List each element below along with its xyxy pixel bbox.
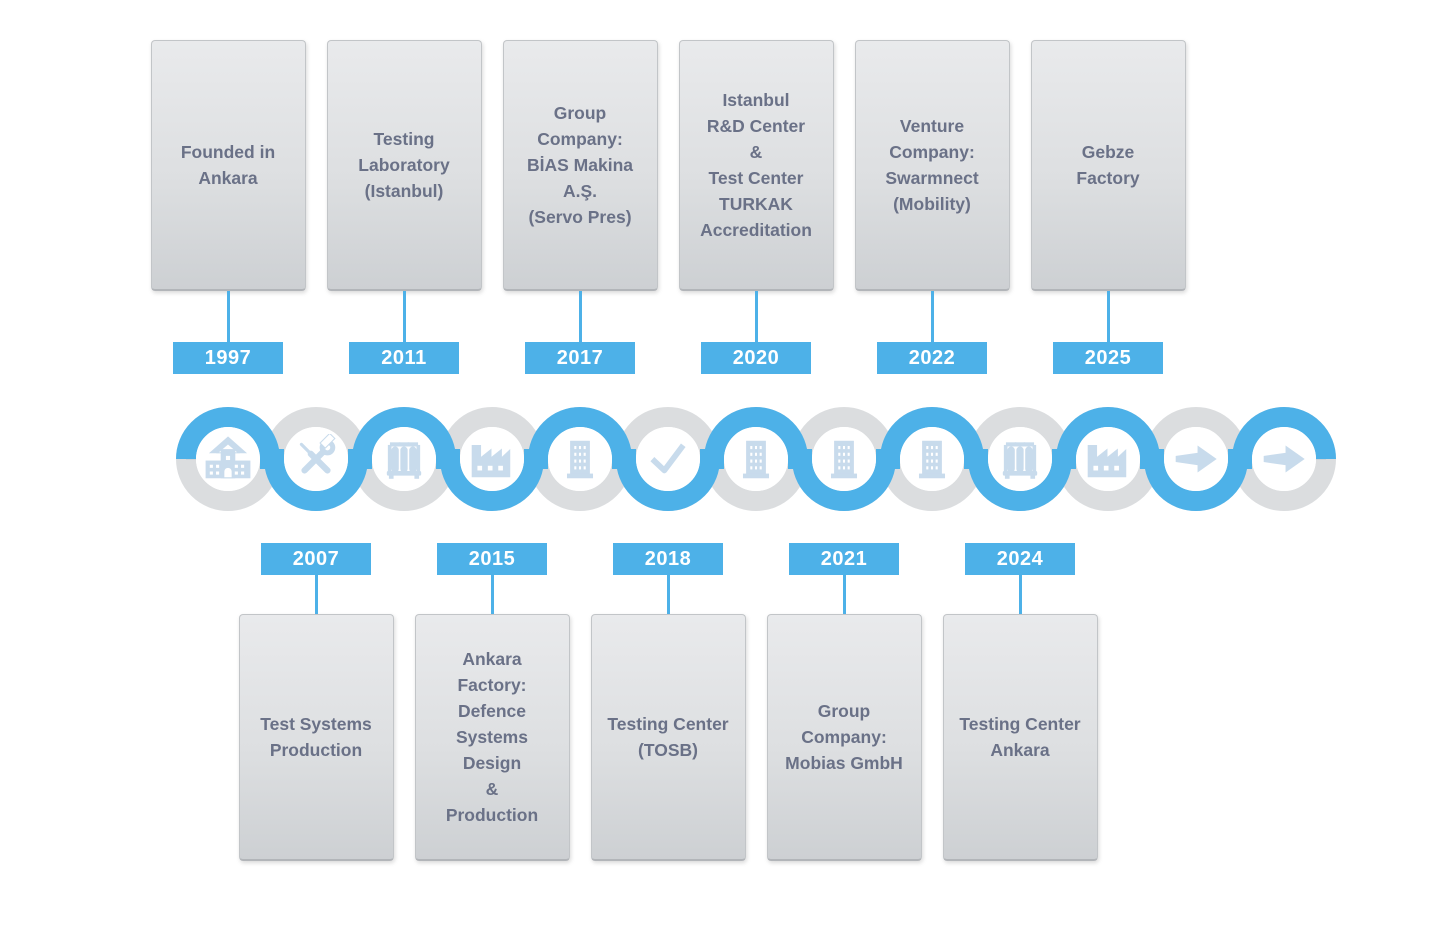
year-label: 2018 [644, 547, 692, 570]
milestone-label: Istanbul R&D Center & Test Center TURKAK… [700, 90, 812, 240]
milestone-label: Ankara Factory: Defence Systems Design &… [445, 649, 539, 825]
building-icon [742, 440, 770, 479]
year-badge-2015: 2015 [437, 543, 547, 575]
connector-2021 [842, 575, 846, 614]
milestone-label: Testing Laboratory (Istanbul) [358, 129, 450, 201]
milestone-card-2015: Ankara Factory: Defence Systems Design &… [414, 614, 570, 861]
milestone-card-2024: Testing Center Ankara [942, 614, 1098, 861]
year-badge-2017: 2017 [525, 342, 635, 374]
connector-2015 [490, 575, 494, 614]
year-label: 2021 [820, 547, 868, 570]
year-label: 2011 [381, 346, 427, 369]
year-badge-2020: 2020 [701, 342, 811, 374]
connector-2011 [402, 291, 406, 342]
milestone-card-2017: Group Company: BİAS Makina A.Ş. (Servo P… [502, 40, 658, 291]
building-icon [566, 440, 594, 479]
year-badge-2024: 2024 [965, 543, 1075, 575]
year-label: 1997 [204, 346, 252, 369]
year-label: 2020 [732, 346, 780, 369]
connector-2018 [666, 575, 670, 614]
year-badge-2011: 2011 [349, 342, 459, 374]
milestone-label: Test Systems Production [260, 714, 372, 760]
milestone-label: Group Company: Mobias GmbH [785, 701, 903, 773]
year-label: 2015 [468, 547, 516, 570]
timeline-wave-path [176, 407, 1336, 511]
test-tubes-icon [1002, 442, 1038, 479]
building-icon [830, 440, 858, 479]
year-badge-2025: 2025 [1053, 342, 1163, 374]
connector-1997 [226, 291, 230, 342]
year-badge-1997: 1997 [173, 342, 283, 374]
timeline-node [636, 427, 700, 491]
connector-2022 [930, 291, 934, 342]
milestone-label: Venture Company: Swarmnect (Mobility) [885, 116, 979, 214]
milestone-card-2020: Istanbul R&D Center & Test Center TURKAK… [678, 40, 834, 291]
connector-2017 [578, 291, 582, 342]
connector-2007 [314, 575, 318, 614]
year-label: 2007 [292, 547, 340, 570]
year-label: 2025 [1084, 346, 1132, 369]
connector-2020 [754, 291, 758, 342]
milestone-label: Testing Center Ankara [959, 714, 1081, 760]
year-label: 2022 [908, 346, 956, 369]
milestone-label: Testing Center (TOSB) [607, 714, 729, 760]
connector-2024 [1018, 575, 1022, 614]
milestone-card-2025: Gebze Factory [1030, 40, 1186, 291]
milestone-card-2007: Test Systems Production [238, 614, 394, 861]
year-badge-2007: 2007 [261, 543, 371, 575]
milestone-card-2011: Testing Laboratory (Istanbul) [326, 40, 482, 291]
milestone-card-1997: Founded in Ankara [150, 40, 306, 291]
milestone-label: Founded in Ankara [180, 142, 276, 188]
test-tubes-icon [386, 442, 422, 479]
milestone-label: Group Company: BİAS Makina A.Ş. (Servo P… [527, 103, 633, 227]
milestone-card-2018: Testing Center (TOSB) [590, 614, 746, 861]
connector-2025 [1106, 291, 1110, 342]
year-badge-2021: 2021 [789, 543, 899, 575]
milestone-label: Gebze Factory [1076, 142, 1140, 188]
year-label: 2024 [996, 547, 1044, 570]
milestone-card-2021: Group Company: Mobias GmbH [766, 614, 922, 861]
year-label: 2017 [556, 346, 604, 369]
year-badge-2022: 2022 [877, 342, 987, 374]
milestone-card-2022: Venture Company: Swarmnect (Mobility) [854, 40, 1010, 291]
building-icon [918, 440, 946, 479]
year-badge-2018: 2018 [613, 543, 723, 575]
